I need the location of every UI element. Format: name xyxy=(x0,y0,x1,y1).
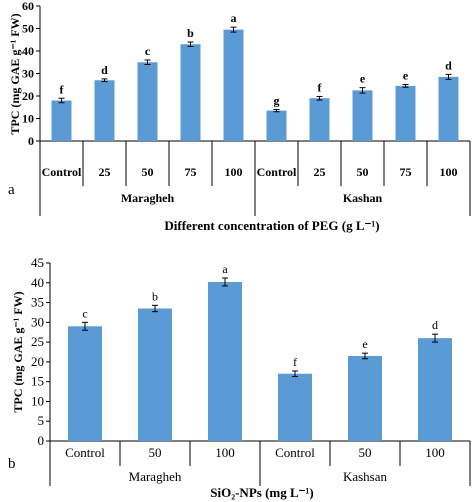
y-axis-title: TPC (mg GAE g⁻¹ FW) xyxy=(8,13,22,134)
x-tick-label: 100 xyxy=(440,165,458,179)
significance-letter: c xyxy=(145,44,151,58)
y-tick-label: 50 xyxy=(22,22,34,36)
bar xyxy=(138,308,172,441)
x-tick-label: 100 xyxy=(225,165,243,179)
bar xyxy=(395,85,416,141)
x-tick-label: 75 xyxy=(185,165,197,179)
significance-letter: b xyxy=(187,26,194,40)
y-tick-label: 30 xyxy=(31,314,44,329)
x-tick-label: 50 xyxy=(142,165,154,179)
chart-panel-b: 0 5 10 15 20 25 30 35 40 45 c Control b 50 a 100 f Contro… xyxy=(8,255,471,500)
significance-letter: d xyxy=(432,318,438,332)
significance-letter: f xyxy=(60,82,65,96)
bar xyxy=(348,355,382,441)
bar xyxy=(278,373,312,441)
x-group-label: Kashan xyxy=(343,191,383,205)
bar xyxy=(223,29,244,141)
y-tick-label: 40 xyxy=(31,275,44,290)
significance-letter: e xyxy=(360,72,366,86)
bar xyxy=(94,80,115,141)
x-axis-title: Different concentration of PEG (g L⁻¹) xyxy=(164,218,379,233)
x-group-label: Maragheh xyxy=(121,191,175,205)
x-tick-label: 100 xyxy=(215,445,235,460)
significance-letter: a xyxy=(231,11,237,25)
bar xyxy=(208,281,242,441)
x-group-label: Maragheh xyxy=(129,469,182,484)
x-group-label: Kashsan xyxy=(343,469,388,484)
x-axis-title: SiO₂-NPs (mg L⁻¹) xyxy=(210,485,314,500)
y-tick-label: 45 xyxy=(31,255,44,270)
x-tick-label: 75 xyxy=(400,165,412,179)
x-tick-label: Control xyxy=(257,165,297,179)
x-tick-label: 50 xyxy=(357,165,369,179)
significance-letter: b xyxy=(152,289,158,303)
bar xyxy=(180,44,201,141)
bar xyxy=(266,110,287,141)
y-tick-label: 5 xyxy=(38,413,45,428)
x-tick-label: 25 xyxy=(99,165,111,179)
bar xyxy=(309,98,330,141)
significance-letter: f xyxy=(293,355,297,369)
y-tick-label: 30 xyxy=(22,67,34,81)
y-tick-label: 15 xyxy=(31,374,44,389)
x-tick-label: 25 xyxy=(314,165,326,179)
x-tick-label: Control xyxy=(65,445,105,460)
bar xyxy=(68,326,102,441)
x-tick-label: Control xyxy=(275,445,315,460)
significance-letter: c xyxy=(82,306,87,320)
y-tick-label: 40 xyxy=(22,44,34,58)
y-tick-label: 25 xyxy=(31,334,44,349)
y-axis-title: TPC (mg GAE g⁻¹ FW) xyxy=(11,291,25,412)
y-tick-label: 0 xyxy=(38,433,45,448)
bar xyxy=(438,76,459,141)
panel-label: a xyxy=(8,182,15,198)
y-tick-label: 10 xyxy=(31,393,44,408)
panel-label: b xyxy=(8,456,16,472)
x-tick-label: 100 xyxy=(425,445,445,460)
y-tick-label: 35 xyxy=(31,295,44,310)
bar xyxy=(51,100,72,141)
y-tick-label: 20 xyxy=(22,89,34,103)
y-tick-label: 60 xyxy=(22,0,34,13)
significance-letter: d xyxy=(101,63,108,77)
y-tick-label: 10 xyxy=(22,112,34,126)
significance-letter: a xyxy=(222,262,228,276)
x-tick-label: Control xyxy=(42,165,82,179)
x-tick-label: 50 xyxy=(149,445,162,460)
y-tick-label: 0 xyxy=(28,134,34,148)
significance-letter: e xyxy=(403,69,409,83)
y-tick-label: 20 xyxy=(31,354,44,369)
significance-letter: g xyxy=(274,94,280,108)
bar xyxy=(137,62,158,141)
significance-letter: d xyxy=(445,58,452,72)
significance-letter: f xyxy=(318,80,323,94)
bar xyxy=(418,338,452,441)
bar xyxy=(352,90,373,141)
significance-letter: e xyxy=(362,337,367,351)
x-tick-label: 50 xyxy=(359,445,372,460)
chart-panel-a: 0 10 20 30 40 50 60 f Control d 25 c 50 b 75 a 100 g Contr… xyxy=(8,0,471,233)
